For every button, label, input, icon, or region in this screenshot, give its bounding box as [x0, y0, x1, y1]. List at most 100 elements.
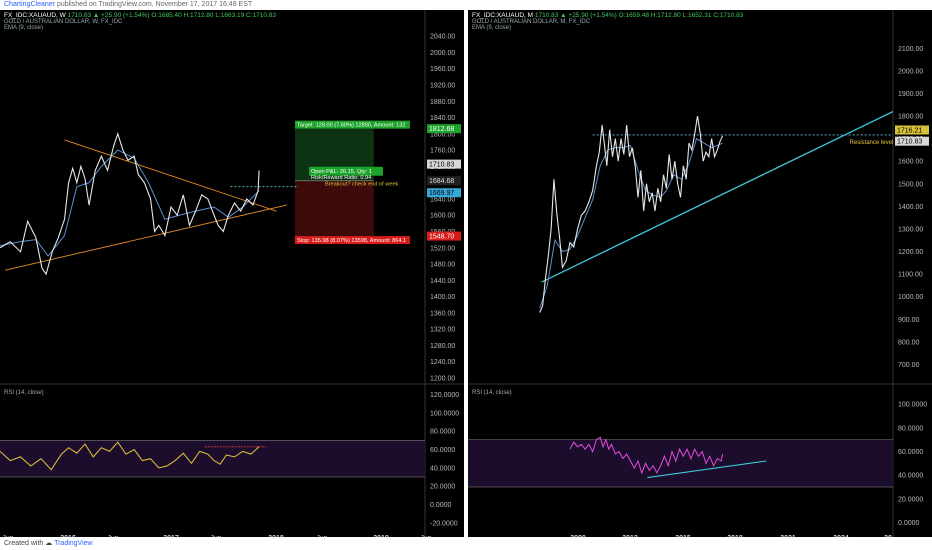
- right-trendline: [541, 110, 894, 283]
- left-chart-svg: 2040.00 2000.00 1960.00 1920.00 1880.00 1840.…: [0, 10, 464, 537]
- left-y-tick-label: 1920.00: [430, 82, 455, 89]
- left-pnl-label: Open P&L: 26.15, Qty: 1: [311, 169, 372, 175]
- right-y-tick-label: 1600.00: [898, 159, 923, 166]
- left-title: GOLD / AUSTRALIAN DOLLAR, W, FX_IDC: [4, 19, 123, 25]
- right-y-tick-label: 1400.00: [898, 204, 923, 211]
- right-rsi-band: [468, 439, 893, 488]
- left-legend: FX_IDC:XAUAUD, W 1710.83 ▲ +25.90 (+1.54…: [4, 12, 276, 31]
- left-ratio-label: Risk/Reward Ratio: 0.94: [311, 175, 371, 181]
- right-y-tick-label: 800.00: [898, 339, 920, 346]
- left-y-tick-label: 1360.00: [430, 310, 455, 317]
- left-price-label: 1684.68: [429, 178, 454, 185]
- left-x-tick-label: 2016: [60, 535, 76, 537]
- right-ohlc: 1710.83 ▲ +25.90 (+1.54%) O:1659.48 H:17…: [534, 12, 744, 19]
- right-y-tick-label: 900.00: [898, 317, 920, 324]
- right-rsi-line: [569, 436, 724, 475]
- left-chart-pane[interactable]: FX_IDC:XAUAUD, W 1710.83 ▲ +25.90 (+1.54…: [0, 10, 464, 537]
- left-stop-badge: [294, 236, 410, 245]
- left-y-tick-label: 1960.00: [430, 66, 455, 73]
- left-rsi-tick-label: 0.0000: [430, 502, 452, 509]
- left-y-tick-label: 1880.00: [430, 99, 455, 106]
- right-rsi-title: RSI (14, close): [472, 390, 512, 396]
- right-y-tick-label: 1800.00: [898, 114, 923, 121]
- publish-info: published on TradingView.com, November 1…: [56, 1, 253, 8]
- left-ema-legend[interactable]: EMA (9, close): [4, 25, 44, 31]
- left-x-tick-label: Jun: [2, 535, 13, 537]
- right-x-tick-label: 20: [884, 535, 892, 537]
- footer-brand[interactable]: TradingView: [54, 540, 93, 547]
- right-y-tick-label: 1500.00: [898, 181, 923, 188]
- left-y-tick-label: 1480.00: [430, 262, 455, 269]
- left-price-badge: [427, 188, 461, 198]
- left-symbol[interactable]: FX_IDC:XAUAUD, W: [4, 12, 66, 19]
- right-legend: FX_IDC:XAUAUD, M 1710.83 ▲ +25.90 (+1.54…: [472, 12, 743, 31]
- footer-created-with: Created with: [4, 540, 44, 547]
- right-price-badge: [895, 136, 929, 146]
- right-title: GOLD / AUSTRALIAN DOLLAR, M, FX_IDC: [472, 19, 591, 25]
- right-y-tick-label: 700.00: [898, 362, 920, 369]
- right-y-tick-label: 1900.00: [898, 91, 923, 98]
- left-x-tick-label: Jun: [107, 535, 118, 537]
- left-stop-zone: [294, 180, 374, 237]
- right-y-tick-label: 1300.00: [898, 226, 923, 233]
- right-rsi-tick-label: 0.0000: [898, 520, 920, 527]
- right-ema-line: [539, 137, 723, 309]
- right-x-tick-label: 2018: [727, 535, 743, 537]
- left-ohlc: 1710.83 ▲ +25.90 (+1.54%) O:1685.40 H:17…: [67, 12, 277, 19]
- left-ema-line: [0, 149, 260, 257]
- left-trendline: [64, 139, 277, 212]
- left-y-tick-label: 1240.00: [430, 359, 455, 366]
- left-x-tick-label: Jun: [316, 535, 327, 537]
- right-x-tick-label: 2015: [675, 535, 691, 537]
- right-y-tick-label: 1000.00: [898, 294, 923, 301]
- right-symbol[interactable]: FX_IDC:XAUAUD, M: [472, 12, 534, 19]
- left-y-tick-label: 1440.00: [430, 278, 455, 285]
- left-y-tick-label: 1320.00: [430, 327, 455, 334]
- left-price-badge: [427, 159, 461, 169]
- left-rsi-tick-label: 120.0000: [430, 392, 459, 399]
- author-link[interactable]: ChartingCleaner: [4, 1, 55, 8]
- right-x-tick-label: 2009: [570, 535, 586, 537]
- left-y-tick-label: 1840.00: [430, 115, 455, 122]
- publish-header: ChartingCleaner published on TradingView…: [0, 0, 932, 10]
- right-y-tick-label: 2000.00: [898, 68, 923, 75]
- left-price-badge: [427, 124, 461, 134]
- left-rsi-tick-label: -20.0000: [430, 520, 458, 527]
- left-price-badge: [427, 231, 461, 241]
- right-x-tick-label: 2021: [780, 535, 796, 537]
- right-x-tick-label: 2024: [833, 535, 849, 537]
- left-rsi-tick-label: 40.0000: [430, 465, 455, 472]
- right-rsi-tick-label: 20.0000: [898, 496, 923, 503]
- left-x-tick-label: 2019: [373, 535, 389, 537]
- left-rsi-title: RSI (14, close): [4, 390, 44, 396]
- left-y-tick-label: 1600.00: [430, 213, 455, 220]
- left-y-tick-label: 1280.00: [430, 343, 455, 350]
- right-chart-pane[interactable]: FX_IDC:XAUAUD, M 1710.83 ▲ +25.90 (+1.54…: [468, 10, 932, 537]
- left-price-label: 1669.97: [429, 190, 454, 197]
- left-x-tick-label: Jun: [420, 535, 431, 537]
- right-rsi-tick-label: 80.0000: [898, 425, 923, 432]
- right-price-line: [539, 115, 724, 313]
- right-rsi-trendline: [647, 460, 767, 479]
- left-rsi-tick-label: 100.0000: [430, 410, 459, 417]
- left-pnl-badge: [308, 166, 383, 176]
- right-y-tick-label: 2100.00: [898, 46, 923, 53]
- right-price-badge: [895, 125, 929, 135]
- right-y-tick-label: 1100.00: [898, 272, 923, 279]
- left-rsi-tick-label: 80.0000: [430, 429, 455, 436]
- left-trendline: [5, 204, 287, 271]
- left-price-label: 1548.70: [429, 234, 454, 241]
- right-price-label: 1716.21: [897, 127, 922, 134]
- left-rsi-tick-label: 60.0000: [430, 447, 455, 454]
- left-note-label: Breakout? check end of week: [325, 182, 399, 188]
- left-stop-label: Stop: 135.98 (8.07%) 13598, Amount: 864.…: [297, 238, 406, 244]
- left-price-label: 1710.83: [429, 162, 454, 169]
- right-ema-legend[interactable]: EMA (9, close): [472, 25, 512, 31]
- footer: Created with ☁ TradingView: [0, 537, 932, 550]
- left-target-badge: [294, 120, 410, 129]
- right-x-tick-label: 2012: [622, 535, 638, 537]
- right-rsi-tick-label: 60.0000: [898, 449, 923, 456]
- left-price-label: 1812.68: [429, 126, 454, 133]
- left-rsi-line: [0, 441, 260, 471]
- left-y-tick-label: 2000.00: [430, 50, 455, 57]
